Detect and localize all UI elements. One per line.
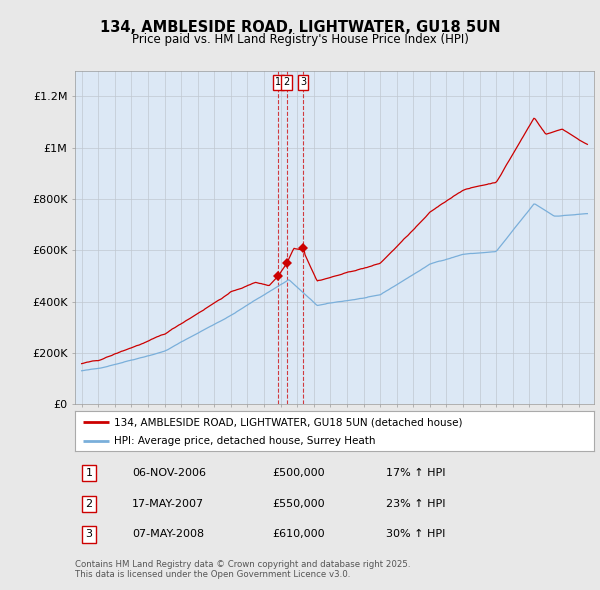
Text: £500,000: £500,000 (272, 468, 325, 478)
Text: £550,000: £550,000 (272, 499, 325, 509)
Text: 23% ↑ HPI: 23% ↑ HPI (386, 499, 446, 509)
Text: 3: 3 (300, 77, 306, 87)
Text: 17-MAY-2007: 17-MAY-2007 (132, 499, 204, 509)
Text: 1: 1 (275, 77, 281, 87)
Text: £610,000: £610,000 (272, 529, 325, 539)
Text: 17% ↑ HPI: 17% ↑ HPI (386, 468, 446, 478)
Text: 3: 3 (86, 529, 92, 539)
Text: Price paid vs. HM Land Registry's House Price Index (HPI): Price paid vs. HM Land Registry's House … (131, 33, 469, 46)
Text: 134, AMBLESIDE ROAD, LIGHTWATER, GU18 5UN (detached house): 134, AMBLESIDE ROAD, LIGHTWATER, GU18 5U… (114, 417, 463, 427)
Text: 1: 1 (86, 468, 92, 478)
Text: 134, AMBLESIDE ROAD, LIGHTWATER, GU18 5UN: 134, AMBLESIDE ROAD, LIGHTWATER, GU18 5U… (100, 20, 500, 35)
Text: 07-MAY-2008: 07-MAY-2008 (132, 529, 204, 539)
Text: 30% ↑ HPI: 30% ↑ HPI (386, 529, 446, 539)
Text: Contains HM Land Registry data © Crown copyright and database right 2025.
This d: Contains HM Land Registry data © Crown c… (75, 560, 410, 579)
Text: 2: 2 (284, 77, 290, 87)
Text: 2: 2 (85, 499, 92, 509)
Text: HPI: Average price, detached house, Surrey Heath: HPI: Average price, detached house, Surr… (114, 437, 376, 446)
Text: 06-NOV-2006: 06-NOV-2006 (132, 468, 206, 478)
